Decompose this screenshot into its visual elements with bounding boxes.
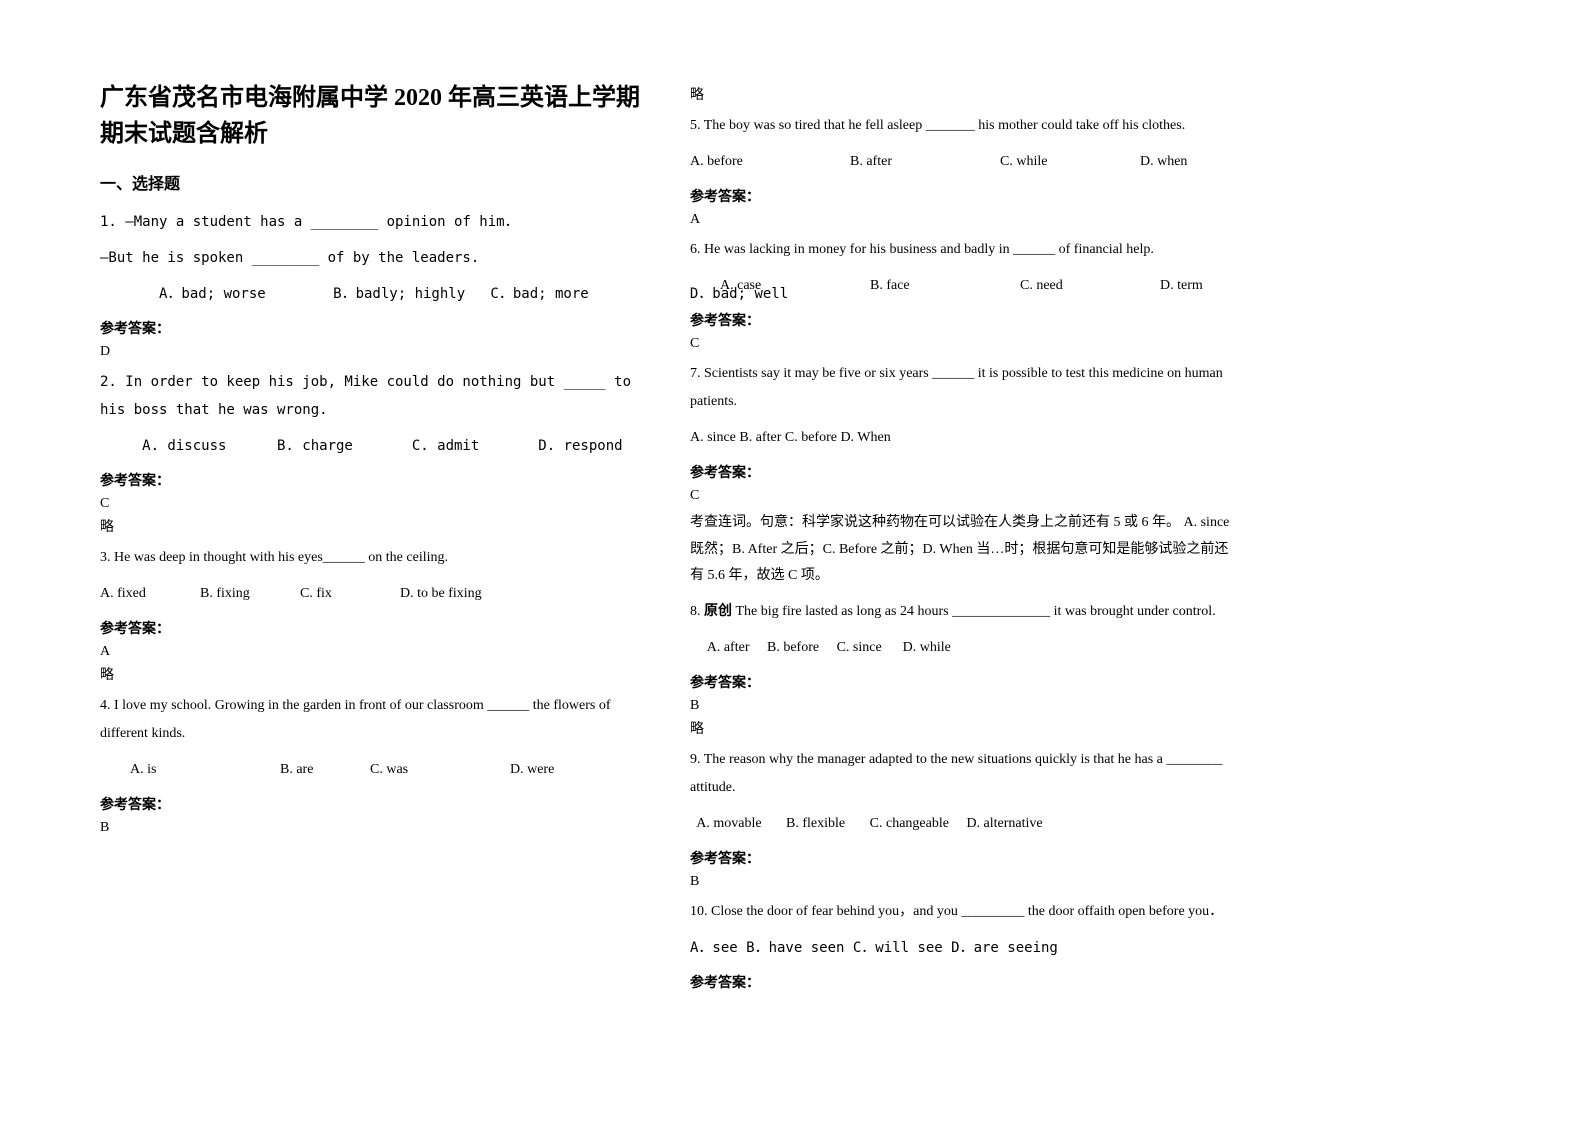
q8-options: A. after B. before C. since D. while bbox=[690, 634, 1240, 662]
q5-stem: 5. The boy was so tired that he fell asl… bbox=[690, 112, 1240, 140]
q5-opt-c: C. while bbox=[1000, 148, 1140, 176]
q4-opt-c: C. was bbox=[370, 756, 510, 784]
q6-answer-label: 参考答案： bbox=[690, 310, 1240, 330]
q8-stem: 8. 原创 The big fire lasted as long as 24 … bbox=[690, 598, 1240, 626]
q3-stem: 3. He was deep in thought with his eyes_… bbox=[100, 544, 650, 572]
q1-options: A．bad; worse B．badly; highly C．bad; more… bbox=[100, 280, 650, 308]
q4-answer-label: 参考答案： bbox=[100, 794, 650, 814]
q4-opt-d: D. were bbox=[510, 756, 554, 784]
q4-opt-a: A. is bbox=[130, 756, 280, 784]
q3-opt-c: C. fix bbox=[300, 580, 400, 608]
q3-answer-label: 参考答案： bbox=[100, 618, 650, 638]
q5-options: A. before B. after C. while D. when bbox=[690, 148, 1240, 176]
q5-answer-label: 参考答案： bbox=[690, 186, 1240, 206]
q3-opt-d: D. to be fixing bbox=[400, 580, 500, 608]
q9-options: A. movable B. flexible C. changeable D. … bbox=[690, 810, 1240, 838]
doc-title: 广东省茂名市电海附属中学 2020 年高三英语上学期期末试题含解析 bbox=[100, 80, 650, 152]
q2-answer-label: 参考答案： bbox=[100, 470, 650, 490]
q2-stem: 2. In order to keep his job, Mike could … bbox=[100, 368, 650, 424]
q6-opt-a: A. case bbox=[720, 272, 870, 300]
q3-opt-b: B. fixing bbox=[200, 580, 300, 608]
q7-answer-label: 参考答案： bbox=[690, 462, 1240, 482]
q6-opt-d: D. term bbox=[1160, 272, 1203, 300]
q5-opt-a: A. before bbox=[690, 148, 850, 176]
q9-answer-label: 参考答案： bbox=[690, 848, 1240, 868]
page: 广东省茂名市电海附属中学 2020 年高三英语上学期期末试题含解析 一、选择题 … bbox=[0, 0, 1587, 1038]
q7-stem: 7. Scientists say it may be five or six … bbox=[690, 360, 1240, 416]
right-column: 略 5. The boy was so tired that he fell a… bbox=[690, 80, 1240, 998]
q3-options: A. fixed B. fixing C. fix D. to be fixin… bbox=[100, 580, 650, 608]
q6-stem: 6. He was lacking in money for his busin… bbox=[690, 236, 1240, 264]
q10-stem: 10. Close the door of fear behind you，an… bbox=[690, 898, 1240, 926]
q7-options: A. since B. after C. before D. When bbox=[690, 424, 1240, 452]
q4-options: A. is B. are C. was D. were bbox=[100, 756, 650, 784]
q7-explanation: 考查连词。句意：科学家说这种药物在可以试验在人类身上之前还有 5 或 6 年。 … bbox=[690, 510, 1240, 590]
q5-pre-note: 略 bbox=[690, 84, 1240, 104]
q5-opt-b: B. after bbox=[850, 148, 1000, 176]
q4-opt-b: B. are bbox=[280, 756, 370, 784]
q1-answer-label: 参考答案： bbox=[100, 318, 650, 338]
q8-note: 略 bbox=[690, 718, 1240, 738]
q1-stem-line2: —But he is spoken ________ of by the lea… bbox=[100, 244, 650, 272]
q9-answer: B bbox=[690, 874, 1240, 890]
q6-opt-b: B. face bbox=[870, 272, 1020, 300]
q3-opt-a: A. fixed bbox=[100, 580, 200, 608]
q8-answer-label: 参考答案： bbox=[690, 672, 1240, 692]
q2-note: 略 bbox=[100, 516, 650, 536]
q9-stem: 9. The reason why the manager adapted to… bbox=[690, 746, 1240, 802]
q6-answer: C bbox=[690, 336, 1240, 352]
q5-opt-d: D. when bbox=[1140, 148, 1187, 176]
q5-answer: A bbox=[690, 212, 1240, 228]
q10-answer-label: 参考答案： bbox=[690, 972, 1240, 992]
q4-answer: B bbox=[100, 820, 650, 836]
section-heading: 一、选择题 bbox=[100, 170, 650, 194]
q2-answer: C bbox=[100, 496, 650, 512]
q8-answer: B bbox=[690, 698, 1240, 714]
q6-options: A. case B. face C. need D. term bbox=[690, 272, 1240, 300]
q10-options: A．see B．have seen C．will see D．are seein… bbox=[690, 934, 1240, 962]
q8-origin-tag: 原创 bbox=[704, 604, 732, 619]
q2-options: A. discuss B. charge C. admit D. respond bbox=[100, 432, 650, 460]
q3-answer: A bbox=[100, 644, 650, 660]
q1-stem-line1: 1. —Many a student has a ________ opinio… bbox=[100, 208, 650, 236]
q4-stem: 4. I love my school. Growing in the gard… bbox=[100, 692, 650, 748]
q1-answer: D bbox=[100, 344, 650, 360]
q6-opt-c: C. need bbox=[1020, 272, 1160, 300]
left-column: 广东省茂名市电海附属中学 2020 年高三英语上学期期末试题含解析 一、选择题 … bbox=[100, 80, 650, 998]
q3-note: 略 bbox=[100, 664, 650, 684]
q7-answer: C bbox=[690, 488, 1240, 504]
